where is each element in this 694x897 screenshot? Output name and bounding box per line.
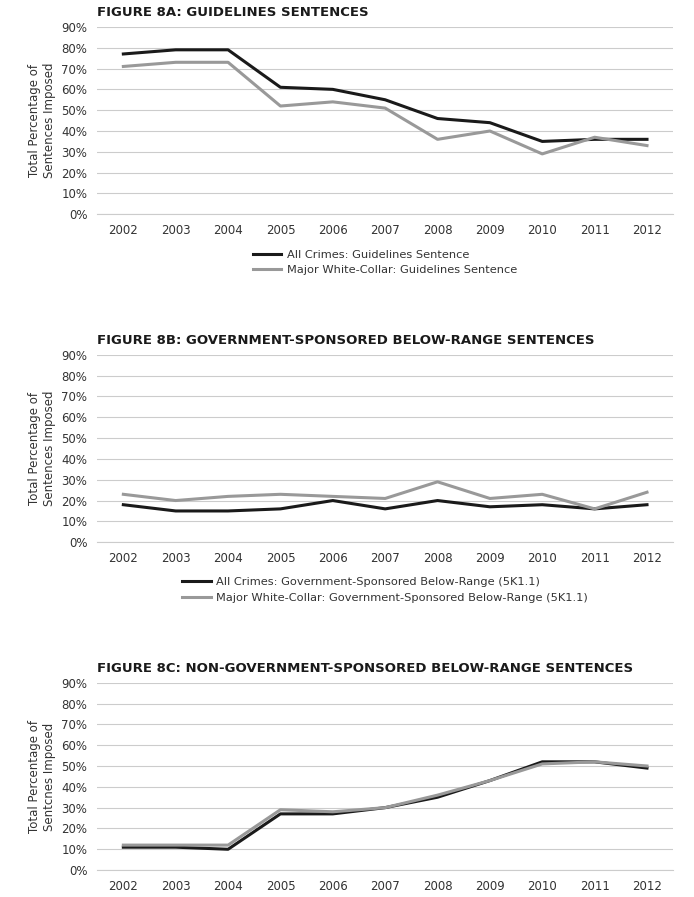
Legend: All Crimes: Government-Sponsored Below-Range (5K1.1), Major White-Collar: Govern: All Crimes: Government-Sponsored Below-R…: [178, 573, 593, 607]
Y-axis label: Total Percentage of
Sentences Imposed: Total Percentage of Sentences Imposed: [28, 63, 56, 179]
Y-axis label: Total Percentage of
Sentences Imposed: Total Percentage of Sentences Imposed: [28, 391, 56, 506]
Y-axis label: Total Percentage of
Sentcnes Imposed: Total Percentage of Sentcnes Imposed: [28, 720, 56, 833]
Text: FIGURE 8C: NON-GOVERNMENT-SPONSORED BELOW-RANGE SENTENCES: FIGURE 8C: NON-GOVERNMENT-SPONSORED BELO…: [97, 662, 634, 675]
Text: FIGURE 8B: GOVERNMENT-SPONSORED BELOW-RANGE SENTENCES: FIGURE 8B: GOVERNMENT-SPONSORED BELOW-RA…: [97, 334, 595, 347]
Legend: All Crimes: Guidelines Sentence, Major White-Collar: Guidelines Sentence: All Crimes: Guidelines Sentence, Major W…: [248, 245, 522, 280]
Text: FIGURE 8A: GUIDELINES SENTENCES: FIGURE 8A: GUIDELINES SENTENCES: [97, 5, 369, 19]
